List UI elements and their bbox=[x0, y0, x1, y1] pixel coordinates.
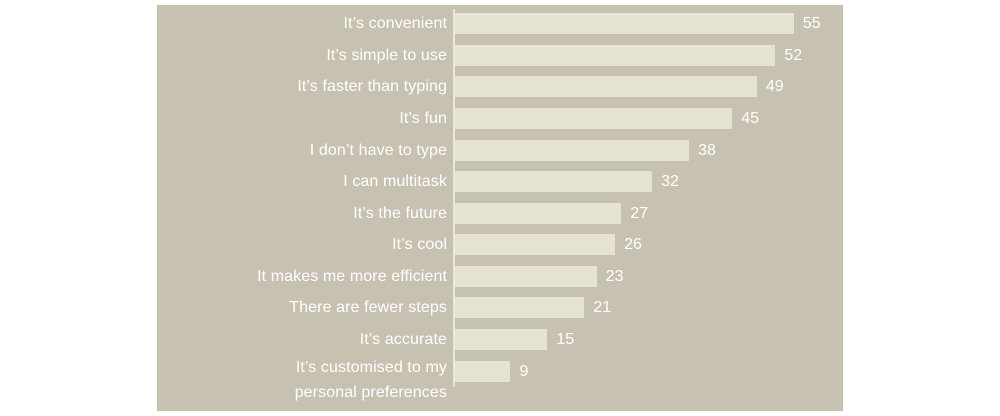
bar bbox=[455, 234, 616, 256]
category-label: I can multitask bbox=[343, 173, 447, 191]
bar bbox=[455, 13, 794, 35]
bar-area: 45 bbox=[455, 103, 759, 135]
category-label: It’s fun bbox=[399, 110, 447, 128]
bar-area: 38 bbox=[455, 134, 716, 166]
bar-area: 27 bbox=[455, 197, 648, 229]
category-label: I don’t have to type bbox=[309, 141, 447, 159]
bar-area: 49 bbox=[455, 71, 784, 103]
value-label: 27 bbox=[630, 204, 649, 222]
bar bbox=[455, 297, 585, 319]
bar-area: 23 bbox=[455, 261, 623, 293]
bar-area: 26 bbox=[455, 229, 642, 261]
bar bbox=[455, 202, 622, 224]
bar-area: 32 bbox=[455, 166, 679, 198]
category-label: It’s cool bbox=[392, 236, 447, 254]
bar-row: It’s convenient 55 bbox=[157, 8, 843, 40]
bar-row: It makes me more efficient 23 bbox=[157, 261, 843, 293]
category-label: It’s the future bbox=[353, 204, 447, 222]
value-label: 15 bbox=[556, 331, 575, 349]
category-label: It’s customised to my personal preferenc… bbox=[294, 359, 447, 402]
bar bbox=[455, 360, 511, 382]
bar-row: There are fewer steps 21 bbox=[157, 292, 843, 324]
bar-row: I can multitask 32 bbox=[157, 166, 843, 198]
value-label: 45 bbox=[741, 110, 759, 128]
bar-row: It’s faster than typing 49 bbox=[157, 71, 843, 103]
bar-area: 15 bbox=[455, 324, 574, 356]
category-label: It makes me more efficient bbox=[257, 267, 447, 285]
value-label: 21 bbox=[593, 299, 612, 317]
vertical-axis-line bbox=[453, 9, 455, 387]
value-label: 26 bbox=[624, 236, 642, 254]
value-label: 38 bbox=[698, 141, 716, 159]
bar-chart-panel: It’s convenient 55 It’s simple to use 52… bbox=[157, 5, 843, 411]
category-label: It’s faster than typing bbox=[297, 78, 447, 96]
category-label: It’s convenient bbox=[343, 15, 447, 33]
value-label: 23 bbox=[605, 267, 624, 285]
bar-row: It’s the future 27 bbox=[157, 197, 843, 229]
bar bbox=[455, 76, 757, 98]
bar bbox=[455, 329, 548, 351]
category-label: There are fewer steps bbox=[289, 299, 447, 317]
bar bbox=[455, 171, 653, 193]
bar bbox=[455, 108, 733, 130]
value-label: 32 bbox=[661, 173, 679, 191]
bar-row: It’s customised to my personal preferenc… bbox=[157, 355, 843, 401]
bar-row: I don’t have to type 38 bbox=[157, 134, 843, 166]
bar-area: 21 bbox=[455, 292, 611, 324]
value-label: 52 bbox=[784, 46, 803, 64]
value-label: 49 bbox=[765, 78, 784, 96]
category-label: It’s accurate bbox=[359, 331, 447, 349]
bar-area: 9 bbox=[455, 355, 528, 387]
bar bbox=[455, 265, 597, 287]
bar bbox=[455, 139, 690, 161]
value-label: 9 bbox=[519, 362, 529, 380]
bar-area: 55 bbox=[455, 8, 821, 40]
bar-area: 52 bbox=[455, 40, 802, 72]
category-label: It’s simple to use bbox=[326, 46, 447, 64]
bar bbox=[455, 44, 776, 66]
bar-row: It’s cool 26 bbox=[157, 229, 843, 261]
bar-row: It’s simple to use 52 bbox=[157, 40, 843, 72]
bar-rows: It’s convenient 55 It’s simple to use 52… bbox=[157, 8, 843, 401]
bar-row: It’s fun 45 bbox=[157, 103, 843, 135]
bar-row: It’s accurate 15 bbox=[157, 324, 843, 356]
value-label: 55 bbox=[802, 15, 821, 33]
